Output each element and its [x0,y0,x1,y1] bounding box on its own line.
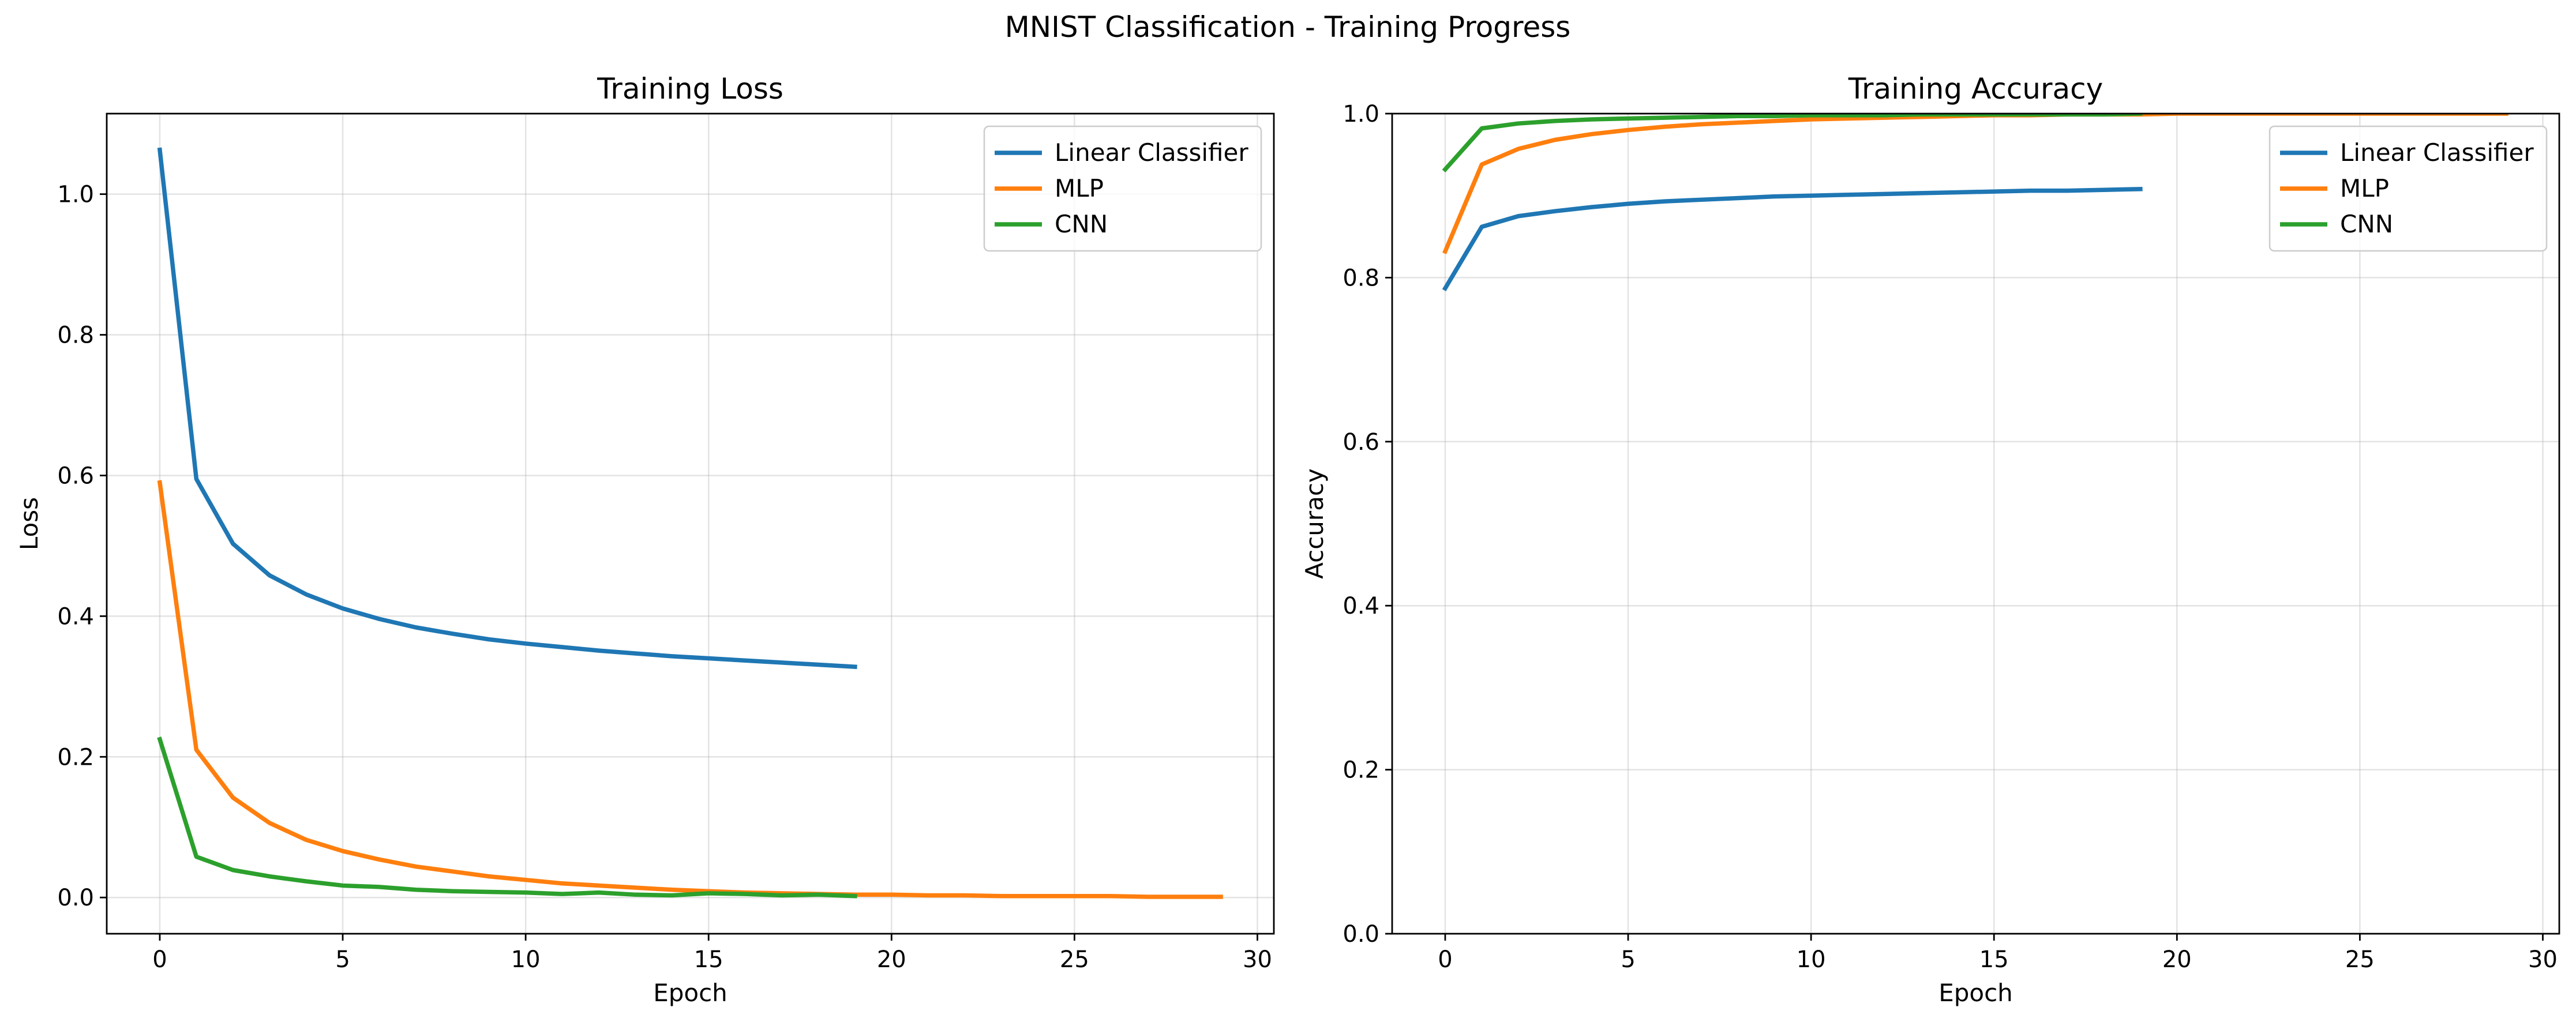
loss-chart: 0 5 10 15 20 25 30 0.0 0.2 0.4 0.6 0.8 1.0 Training L… [15,72,1275,1007]
accuracy-legend-label-linear-classifier: Linear Classifier [2340,138,2534,167]
loss-x-tick-label: 5 [335,946,350,973]
accuracy-y-tick-label: 0.4 [1343,593,1379,619]
loss-x-axis-label: Epoch [653,979,728,1007]
loss-x-tick-label: 25 [1060,946,1089,973]
loss-chart-title: Training Loss [597,72,783,106]
loss-legend: Linear Classifier MLP CNN [983,125,1262,252]
accuracy-chart-title: Training Accuracy [1848,72,2103,106]
accuracy-legend: Linear Classifier MLP CNN [2268,125,2548,252]
accuracy-y-tick-label: 1.0 [1343,101,1379,127]
accuracy-chart: 0 5 10 15 20 25 30 0.0 0.2 0.4 0.6 0.8 1.0 Training A… [1300,72,2560,1007]
accuracy-legend-label-cnn: CNN [2340,210,2393,238]
accuracy-legend-box [2268,125,2548,252]
loss-legend-label-cnn: CNN [1055,210,1108,238]
accuracy-x-tick-label: 0 [1438,946,1452,973]
loss-y-tick-label: 0.6 [57,463,94,489]
loss-line-cnn [157,736,857,899]
accuracy-series-group [1442,114,2508,292]
accuracy-x-axis-label: Epoch [1938,979,2013,1007]
loss-legend-box [983,125,1262,252]
loss-x-tick-label: 0 [152,946,167,973]
accuracy-x-tick-label: 20 [2162,946,2192,973]
loss-line-mlp [157,480,1223,899]
accuracy-line-linear-classifier [1442,186,2143,292]
loss-x-tick-label: 15 [694,946,723,973]
loss-y-tick-label: 0.2 [57,744,94,771]
accuracy-x-tick-label: 30 [2528,946,2558,973]
loss-x-tick-label: 10 [511,946,541,973]
accuracy-x-tick-label: 15 [1979,946,2009,973]
accuracy-y-axis-label: Accuracy [1300,468,1329,579]
loss-x-tick-label: 20 [877,946,906,973]
figure-title: MNIST Classification - Training Progress [1005,10,1571,44]
loss-y-tick-label: 0.0 [57,885,94,911]
loss-plot-frame [106,112,1275,935]
loss-line-linear-classifier [157,147,857,670]
accuracy-y-tick-label: 0.2 [1343,757,1379,784]
accuracy-y-tick-label: 0.6 [1343,429,1379,456]
accuracy-y-tick-label: 0.0 [1343,921,1379,948]
accuracy-legend-label-mlp: MLP [2340,174,2389,202]
loss-series-group [157,147,1223,899]
accuracy-y-tick-label: 0.8 [1343,265,1379,291]
loss-y-tick-label: 0.8 [57,322,94,349]
loss-y-tick-label: 0.4 [57,603,94,630]
loss-x-tick-label: 30 [1243,946,1272,973]
accuracy-line-cnn [1442,114,2143,172]
accuracy-x-tick-label: 5 [1621,946,1635,973]
accuracy-x-tick-label: 25 [2345,946,2375,973]
loss-legend-label-mlp: MLP [1055,174,1104,202]
loss-legend-label-linear-classifier: Linear Classifier [1055,138,1248,167]
accuracy-x-tick-label: 10 [1797,946,1826,973]
accuracy-plot-frame [1391,112,2560,935]
loss-y-axis-label: Loss [15,497,43,550]
loss-y-tick-label: 1.0 [57,182,94,208]
